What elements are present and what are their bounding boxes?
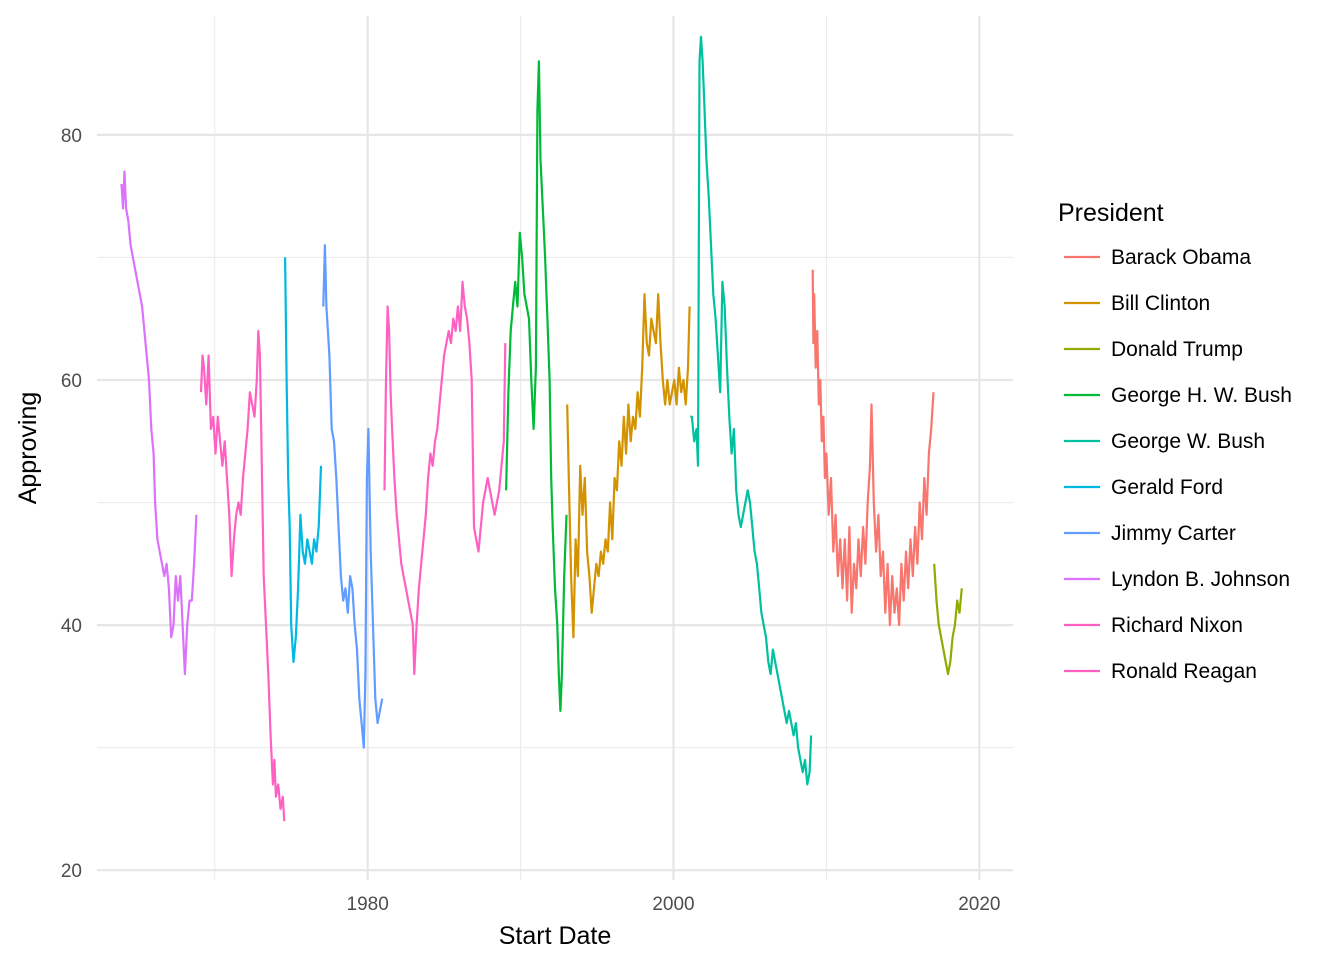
y-tick-label: 40: [61, 616, 82, 637]
legend: President Barack Obama Bill Clinton Donald…: [1058, 199, 1292, 683]
legend-label: Donald Trump: [1111, 338, 1243, 361]
series-line: [284, 257, 323, 663]
series-layer: [120, 35, 963, 822]
legend-title: President: [1058, 199, 1164, 227]
series-line: [505, 60, 568, 712]
grid-major: [97, 16, 1013, 880]
series-line: [690, 35, 813, 786]
series-line: [933, 563, 963, 676]
x-axis-ticks: 1980 2000 2020: [347, 894, 1001, 915]
y-axis-ticks: 20 40 60 80: [61, 126, 82, 882]
legend-label: George H. W. Bush: [1111, 384, 1292, 407]
y-tick-label: 20: [61, 861, 82, 882]
x-tick-label: 2020: [958, 894, 1000, 915]
y-axis-title: Approving: [14, 392, 42, 505]
legend-label: Bill Clinton: [1111, 292, 1210, 315]
legend-label: Ronald Reagan: [1111, 660, 1257, 683]
legend-label: Gerald Ford: [1111, 476, 1223, 499]
y-tick-label: 80: [61, 126, 82, 147]
x-tick-label: 1980: [347, 894, 389, 915]
grid-minor: [97, 16, 1013, 880]
legend-label: George W. Bush: [1111, 430, 1265, 453]
x-axis-title: Start Date: [499, 922, 612, 950]
legend-label: Lyndon B. Johnson: [1111, 568, 1290, 591]
series-line: [199, 329, 286, 822]
x-tick-label: 2000: [652, 894, 694, 915]
y-tick-label: 60: [61, 371, 82, 392]
series-line: [322, 244, 384, 749]
series-line: [383, 280, 507, 676]
legend-label: Barack Obama: [1111, 246, 1251, 269]
legend-label: Richard Nixon: [1111, 614, 1243, 637]
legend-label: Jimmy Carter: [1111, 522, 1236, 545]
series-line: [811, 269, 935, 627]
series-line: [566, 293, 691, 639]
series-line: [120, 170, 198, 676]
